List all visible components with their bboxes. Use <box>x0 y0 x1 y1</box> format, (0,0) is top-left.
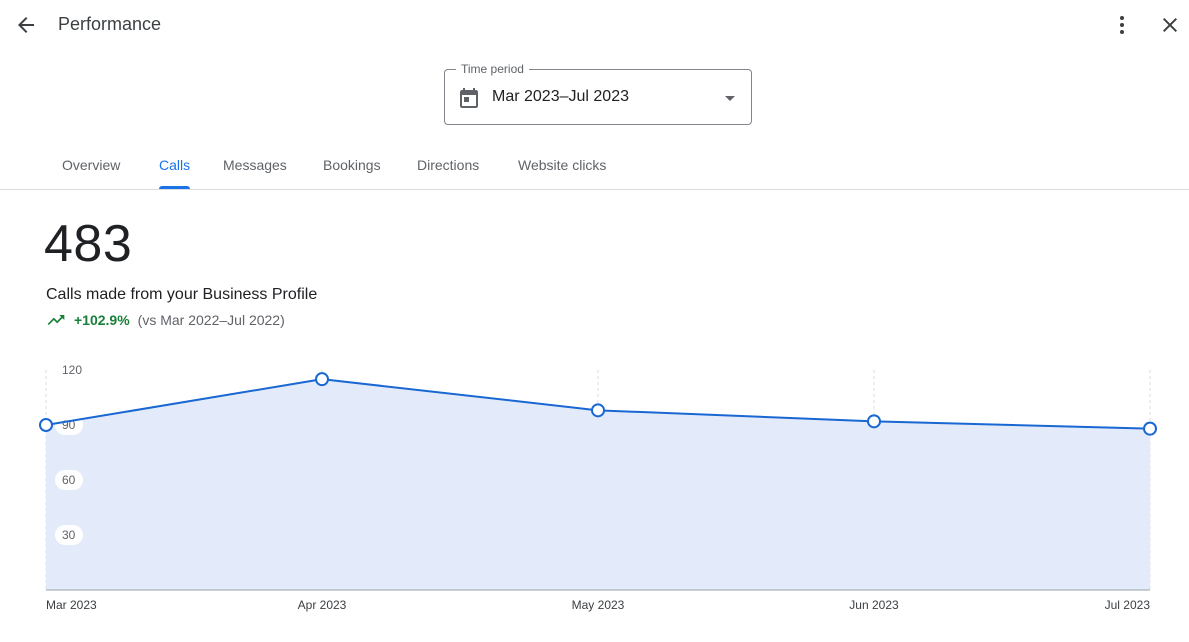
tab-overview[interactable]: Overview <box>62 145 120 189</box>
trend-percent: +102.9% <box>74 312 130 328</box>
x-tick-label: Mar 2023 <box>46 598 97 612</box>
x-tick-label: Jul 2023 <box>1105 598 1151 612</box>
x-tick-label: May 2023 <box>572 598 625 612</box>
tab-messages[interactable]: Messages <box>223 145 287 189</box>
metric-trend: +102.9% (vs Mar 2022–Jul 2022) <box>46 311 285 329</box>
tab-label: Overview <box>62 157 121 173</box>
y-tick-pill <box>55 525 83 545</box>
data-point <box>867 414 881 429</box>
tab-label: Bookings <box>323 157 381 173</box>
trending-up-icon <box>47 315 65 325</box>
time-period-select[interactable]: Time period Mar 2023–Jul 2023 <box>444 61 752 125</box>
metric-description: Calls made from your Business Profile <box>46 286 318 303</box>
arrow-back-icon <box>18 17 34 33</box>
tab-label: Directions <box>417 157 480 173</box>
back-button[interactable] <box>8 7 44 43</box>
y-tick-label: 30 <box>62 528 76 542</box>
trend-comparison: (vs Mar 2022–Jul 2022) <box>137 312 285 328</box>
tab-website-clicks[interactable]: Website clicks <box>518 145 606 189</box>
calendar-icon <box>460 88 478 108</box>
more-vert-icon <box>1120 16 1124 34</box>
dropdown-arrow-icon <box>725 96 735 101</box>
close-icon <box>1163 18 1177 32</box>
active-tab-indicator <box>159 186 191 189</box>
tab-label: Messages <box>223 157 287 173</box>
time-period-value: Mar 2023–Jul 2023 <box>492 88 629 105</box>
data-point <box>39 418 53 432</box>
y-tick-label: 60 <box>62 473 76 487</box>
tab-label: Calls <box>159 157 191 173</box>
more-options-button[interactable] <box>1104 7 1140 43</box>
data-point <box>1143 421 1157 436</box>
area-fill <box>46 379 1150 590</box>
calls-chart: 30 60 90 120 Mar 2023 Apr 2023 May 2023 Jun 202… <box>0 355 1189 625</box>
y-tick-pill <box>55 470 83 490</box>
x-tick-label: Jun 2023 <box>849 598 899 612</box>
close-button[interactable] <box>1152 7 1188 43</box>
tab-directions[interactable]: Directions <box>417 145 479 189</box>
tab-bookings[interactable]: Bookings <box>323 145 381 189</box>
app-header: Performance <box>0 0 1189 50</box>
tab-bar: Overview Calls Messages Bookings Directi… <box>0 145 1189 190</box>
tab-calls[interactable]: Calls <box>159 145 191 189</box>
page-title: Performance <box>58 14 162 34</box>
time-period-label: Time period <box>456 61 529 77</box>
data-point <box>591 403 605 418</box>
y-tick-label: 120 <box>62 363 82 377</box>
data-point <box>315 372 329 387</box>
x-tick-label: Apr 2023 <box>298 598 347 612</box>
metric-total: 483 <box>44 215 133 273</box>
tab-label: Website clicks <box>518 157 607 173</box>
